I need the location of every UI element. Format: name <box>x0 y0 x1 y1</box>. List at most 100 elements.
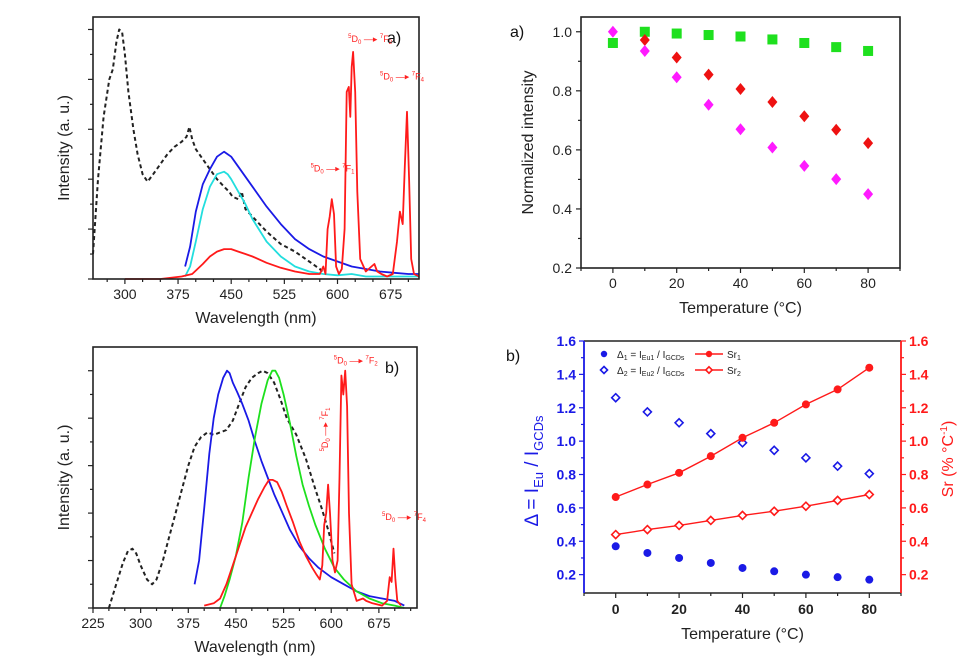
data-point <box>767 34 778 45</box>
data-point <box>800 452 812 463</box>
x-tick-label: 375 <box>166 286 190 302</box>
left-y-tick-label: 0.6 <box>557 500 577 516</box>
x-tick-label: 80 <box>862 601 878 617</box>
left-y-tick-label: 0.2 <box>557 567 577 583</box>
data-point <box>706 558 715 567</box>
y-tick-label: 0.8 <box>553 83 573 99</box>
right-y-tick-label: 0.8 <box>909 467 929 483</box>
data-point <box>610 392 621 403</box>
data-point <box>799 110 810 123</box>
data-point <box>831 123 842 136</box>
x-tick-label: 20 <box>669 275 685 291</box>
data-point <box>865 363 874 372</box>
transition-annotation: 5D0 —▸ 7F4 <box>380 71 425 83</box>
data-point <box>863 188 874 201</box>
ratio-sensitivity-panel: 0 20 40 60 80 0.2 0.2 0.4 0.4 0.6 0.6 0.8 0.8 1.0 1.0 1… <box>506 333 957 643</box>
data-point <box>831 42 842 53</box>
x-tick-label: 300 <box>129 615 153 631</box>
plot-frame <box>92 346 418 609</box>
x-tick-label: 675 <box>367 615 391 631</box>
right-y-tick-label: 1.4 <box>909 366 929 382</box>
left-y-tick-label: 1.4 <box>557 366 577 382</box>
y-tick-label: 0.2 <box>553 260 573 276</box>
x-tick-label: 0 <box>609 275 617 291</box>
x-tick-label: 525 <box>272 615 296 631</box>
x-axis-title: Temperature (°C) <box>681 626 804 643</box>
panel-label: a) <box>510 24 524 41</box>
x-tick-label: 20 <box>671 601 687 617</box>
data-point <box>737 510 748 521</box>
x-tick-label: 300 <box>113 286 137 302</box>
data-point <box>767 141 778 154</box>
data-point <box>735 83 746 96</box>
legend: Δ1 = IEu1 / IGCDs Δ2 = IEu2 / IGCDs Sr1 Sr2 <box>599 350 741 378</box>
data-point <box>865 575 874 584</box>
y-tick-label: 1.0 <box>553 24 573 40</box>
right-y-tick-label: 0.4 <box>909 533 929 549</box>
x-tick-label: 600 <box>320 615 344 631</box>
plot-frame <box>580 16 901 269</box>
data-point <box>639 26 650 37</box>
data-point <box>675 553 684 562</box>
x-tick-label: 450 <box>220 286 244 302</box>
x-tick-label: 40 <box>733 275 749 291</box>
data-point <box>799 159 810 172</box>
panel-label: b) <box>506 348 520 365</box>
data-point <box>610 529 621 540</box>
series-red-emission <box>203 369 402 607</box>
series-blue-emission <box>184 150 419 275</box>
series-magenta <box>607 25 874 201</box>
left-y-tick-label: 1.2 <box>557 400 577 416</box>
legend-item: Δ1 = IEu1 / IGCDs <box>600 350 685 362</box>
left-y-axis-title: Δ = IEu / IGCDs <box>522 415 546 526</box>
spectra-panel-a: 300 375 450 525 600 675 Wavelength (nm) Intensi… <box>56 16 425 327</box>
x-tick-label: 40 <box>735 601 751 617</box>
legend-item: Sr2 <box>695 365 741 378</box>
data-point <box>705 515 716 526</box>
data-point <box>642 524 653 535</box>
data-point <box>801 570 810 579</box>
data-point <box>671 51 682 64</box>
x-tick-label: 375 <box>177 615 201 631</box>
data-point <box>671 71 682 84</box>
data-point <box>643 548 652 557</box>
y-axis-title: Intensity (a. u.) <box>56 95 73 201</box>
data-point <box>738 433 747 442</box>
data-point <box>800 501 812 512</box>
data-point <box>735 123 746 136</box>
plot-frame <box>92 16 420 280</box>
x-tick-label: 225 <box>81 615 105 631</box>
y-axis-title: Intensity (a. u.) <box>56 425 73 531</box>
data-point <box>833 573 842 582</box>
series-line <box>615 367 870 498</box>
data-point <box>799 37 810 48</box>
data-point <box>703 98 714 111</box>
data-point <box>673 417 685 428</box>
x-tick-label: 450 <box>224 615 248 631</box>
transition-annotation: 5D0 —▸ 7F2 <box>348 34 393 46</box>
data-point <box>607 25 618 38</box>
series-blue-emission <box>193 369 405 607</box>
data-point <box>704 365 714 375</box>
y-tick-label: 0.6 <box>553 142 573 158</box>
data-point <box>673 520 685 531</box>
series--2-IEu2-IGCDs <box>610 392 875 479</box>
data-point <box>599 365 609 375</box>
series-green-emission <box>219 369 405 609</box>
transition-annotation: 5D0 —▸ 7F1 <box>320 407 332 452</box>
legend-item: Δ2 = IEu2 / IGCDs <box>599 365 685 378</box>
x-tick-label: 60 <box>797 275 813 291</box>
x-tick-label: 525 <box>273 286 297 302</box>
data-point <box>611 542 620 551</box>
left-y-tick-label: 1.6 <box>557 333 577 349</box>
left-y-tick-label: 1.0 <box>557 433 577 449</box>
y-axis-title: Normalized intensity <box>520 70 537 214</box>
x-tick-label: 0 <box>612 601 620 617</box>
data-point <box>675 468 684 477</box>
transition-annotation: 5D0 —▸ 7F4 <box>382 512 427 524</box>
transition-annotation: 5D0 —▸ 7F2 <box>334 356 379 368</box>
data-point <box>738 563 747 572</box>
y-tick-label: 0.4 <box>553 201 573 217</box>
series-excitation <box>107 369 336 609</box>
